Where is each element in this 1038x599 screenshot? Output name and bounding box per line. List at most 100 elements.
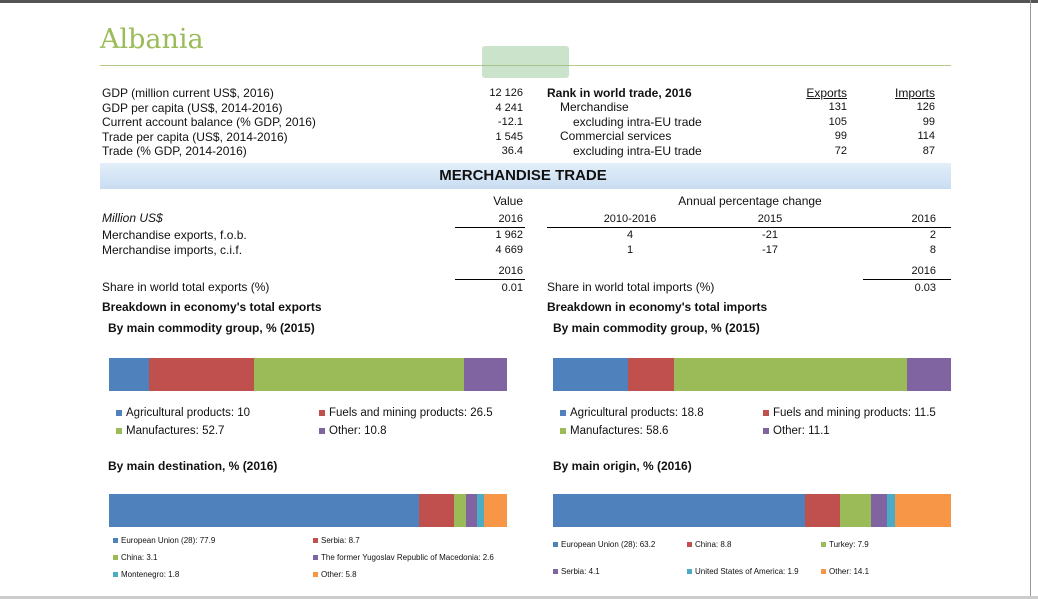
rule xyxy=(863,279,951,280)
imports-commodity-legend-item: Fuels and mining products: 11.5 xyxy=(763,407,936,419)
rank-row-label: excluding intra-EU trade xyxy=(573,143,702,158)
legend-label: Agricultural products: 18.8 xyxy=(570,407,704,419)
imports-commodity-legend-item: Other: 11.1 xyxy=(763,425,830,437)
exports-destination-segment xyxy=(466,494,477,527)
exports-commodity-legend-item: Fuels and mining products: 26.5 xyxy=(319,407,493,419)
imports-origin-segment xyxy=(553,494,805,527)
indicator-value: 36.4 xyxy=(501,145,523,157)
rule xyxy=(455,279,525,280)
legend-label: Other: 10.8 xyxy=(329,425,387,437)
legend-label: Montenegro: 1.8 xyxy=(121,570,180,579)
legend-swatch-icon xyxy=(687,542,692,547)
legend-label: United States of America: 1.9 xyxy=(695,567,799,576)
trade-change-2016: 2 xyxy=(929,229,936,241)
rank-imports-value: 114 xyxy=(917,130,935,142)
legend-label: Turkey: 7.9 xyxy=(829,540,869,549)
indicator-label: Trade (% GDP, 2014-2016) xyxy=(102,144,247,158)
rank-exports-value: 131 xyxy=(828,101,847,113)
imports-origin-heading: By main origin, % (2016) xyxy=(553,459,692,473)
exports-destination-legend-item: The former Yugoslav Republic of Macedoni… xyxy=(313,553,494,562)
legend-swatch-icon xyxy=(763,428,769,434)
exports-commodity-segment xyxy=(148,358,255,391)
imports-origin-segment xyxy=(894,494,951,527)
rank-imports-value: 87 xyxy=(922,144,935,157)
imports-origin-legend-item: European Union (28): 63.2 xyxy=(553,540,655,549)
legend-swatch-icon xyxy=(560,410,566,416)
highlight-box xyxy=(482,46,569,78)
legend-label: Other: 14.1 xyxy=(829,567,870,576)
rank-imports-header: Imports xyxy=(894,86,935,100)
legend-swatch-icon xyxy=(113,572,118,577)
legend-label: Other: 5.8 xyxy=(321,570,357,579)
trade-change-2010-2016: 1 xyxy=(626,244,634,256)
exports-destination-legend-item: Montenegro: 1.8 xyxy=(113,570,179,579)
exports-commodity-heading: By main commodity group, % (2015) xyxy=(108,321,315,335)
rank-row-label: Merchandise xyxy=(560,100,629,114)
trade-change-2015: -17 xyxy=(762,244,778,256)
legend-swatch-icon xyxy=(319,428,325,434)
legend-swatch-icon xyxy=(687,569,692,574)
trade-change-2016: 8 xyxy=(929,244,936,256)
rank-title: Rank in world trade, 2016 xyxy=(547,86,692,100)
legend-label: Fuels and mining products: 11.5 xyxy=(773,407,936,419)
indicator-value: 4 241 xyxy=(495,101,523,114)
section-title: MERCHANDISE TRADE xyxy=(439,167,607,184)
change-header: Annual percentage change xyxy=(678,194,822,208)
imports-origin-legend-item: Other: 14.1 xyxy=(821,567,869,576)
page-title: Albania xyxy=(100,24,204,55)
exports-commodity-legend-item: Manufactures: 52.7 xyxy=(116,425,224,437)
legend-label: Fuels and mining products: 26.5 xyxy=(329,407,493,419)
exports-destination-segment xyxy=(454,494,467,527)
exports-commodity-segment xyxy=(109,358,149,391)
legend-swatch-icon xyxy=(313,555,318,560)
exports-destination-legend-item: China: 3.1 xyxy=(113,553,157,562)
legend-label: Serbia: 4.1 xyxy=(561,567,600,576)
indicator-label: GDP per capita (US$, 2014-2016) xyxy=(102,100,283,115)
legend-label: Serbia: 8.7 xyxy=(321,536,360,545)
imports-commodity-heading: By main commodity group, % (2015) xyxy=(553,321,760,335)
indicator-value: -12.1 xyxy=(497,116,523,128)
legend-swatch-icon xyxy=(821,569,826,574)
unit-label: Million US$ xyxy=(102,211,163,225)
right-border xyxy=(1030,0,1031,599)
trade-value: 4 669 xyxy=(495,244,523,256)
exports-commodity-segment xyxy=(464,358,507,391)
rank-exports-value: 72 xyxy=(834,144,847,157)
legend-label: Agricultural products: 10 xyxy=(126,407,251,419)
rank-imports-value: 126 xyxy=(916,101,935,113)
imports-commodity-segment xyxy=(553,358,628,391)
rule xyxy=(547,227,951,228)
exports-commodity-legend-item: Agricultural products: 10 xyxy=(116,407,250,419)
imports-origin-legend-item: China: 8.8 xyxy=(687,540,731,549)
legend-swatch-icon xyxy=(313,538,318,543)
legend-label: European Union (28): 63.2 xyxy=(561,540,656,549)
legend-label: European Union (28): 77.9 xyxy=(121,536,216,545)
top-border xyxy=(0,0,1038,3)
imports-origin-segment xyxy=(839,494,871,527)
exports-destination-legend-item: Serbia: 8.7 xyxy=(313,536,360,545)
col-2010-2016: 2010-2016 xyxy=(603,213,657,225)
exports-destination-legend-item: Other: 5.8 xyxy=(313,570,357,579)
trade-row-label: Merchandise imports, c.i.f. xyxy=(102,243,243,257)
exports-commodity-segment xyxy=(254,358,464,391)
trade-change-2015: -21 xyxy=(762,229,778,241)
imports-origin-segment xyxy=(870,494,888,527)
legend-label: Manufactures: 58.6 xyxy=(570,425,669,437)
col-2016: 2016 xyxy=(911,213,936,225)
share-exports-label: Share in world total exports (%) xyxy=(102,280,270,294)
imports-origin-segment xyxy=(804,494,840,527)
legend-label: China: 8.8 xyxy=(695,540,732,549)
legend-swatch-icon xyxy=(116,410,122,416)
share-exports-year: 2016 xyxy=(498,265,523,277)
col-value-2016: 2016 xyxy=(498,213,523,225)
exports-destination-heading: By main destination, % (2016) xyxy=(108,459,278,473)
indicator-label: GDP (million current US$, 2016) xyxy=(102,86,274,100)
exports-commodity-legend-item: Other: 10.8 xyxy=(319,425,387,437)
indicator-value: 1 545 xyxy=(495,130,523,143)
legend-label: The former Yugoslav Republic of Macedoni… xyxy=(321,553,494,562)
legend-swatch-icon xyxy=(763,410,769,416)
share-imports-value: 0.03 xyxy=(914,282,936,294)
section-band xyxy=(100,163,951,189)
exports-destination-segment xyxy=(483,494,507,527)
exports-destination-segment xyxy=(109,494,420,527)
